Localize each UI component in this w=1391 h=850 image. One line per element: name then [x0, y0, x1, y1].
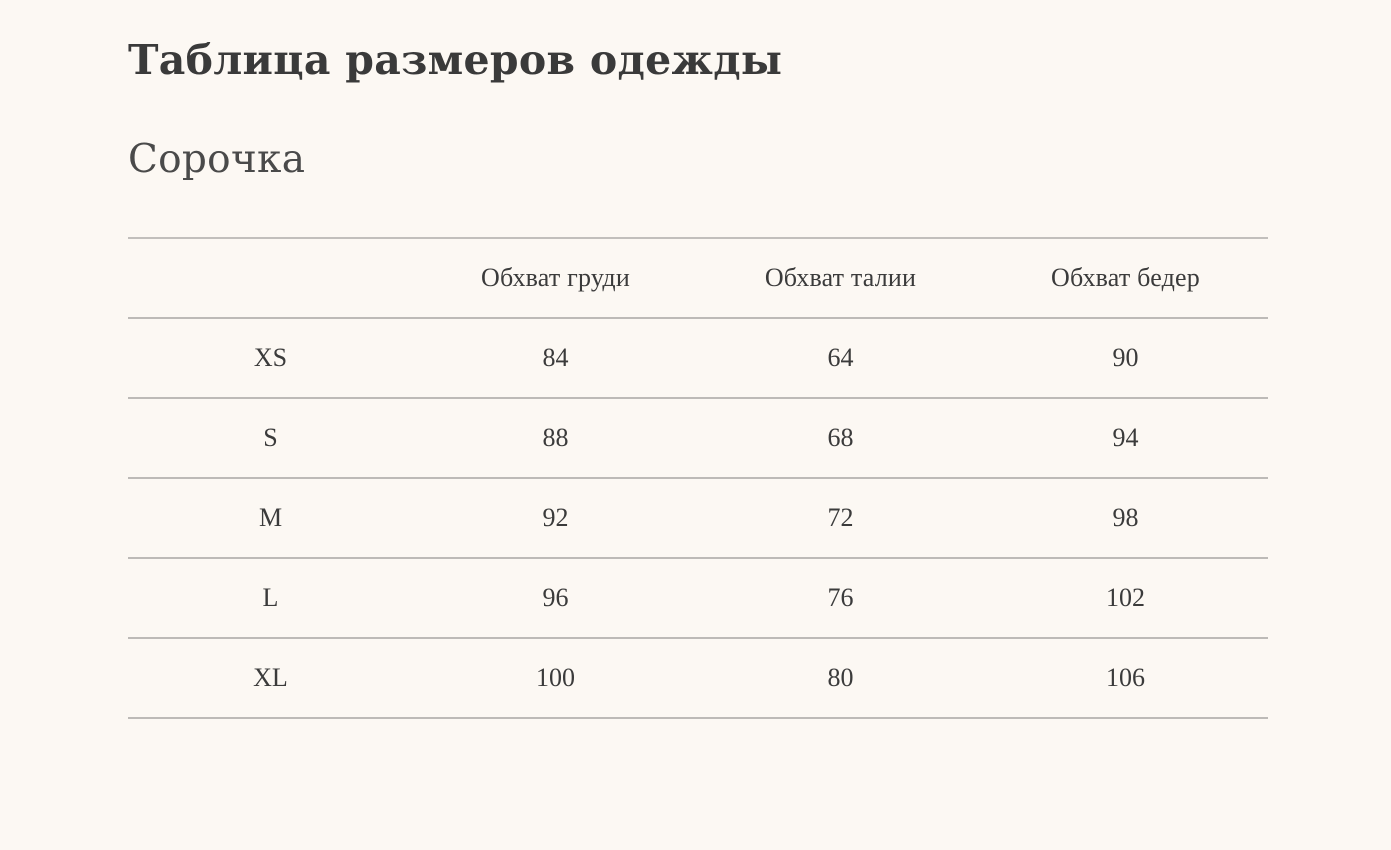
size-label-cell: M	[128, 478, 413, 560]
header-row: Обхват груди Обхват талии Обхват бедер	[128, 238, 1268, 320]
table-row: XL 100 80 106	[128, 638, 1268, 720]
measurement-cell: 98	[983, 478, 1268, 560]
size-label-cell: XS	[128, 318, 413, 400]
size-table-header: Обхват груди Обхват талии Обхват бедер	[128, 238, 1268, 320]
measurement-cell: 76	[698, 558, 983, 640]
measurement-cell: 72	[698, 478, 983, 560]
measure-column-header: Обхват груди	[413, 238, 698, 320]
table-row: S 88 68 94	[128, 398, 1268, 480]
measurement-cell: 100	[413, 638, 698, 720]
size-label-cell: S	[128, 398, 413, 480]
size-table-body: XS 84 64 90 S 88 68 94 M 92 72 98 L 96 76 102 XL 100 80 106	[128, 318, 1268, 720]
size-column-header	[128, 238, 413, 320]
measurement-cell: 92	[413, 478, 698, 560]
measure-column-header: Обхват бедер	[983, 238, 1268, 320]
measurement-cell: 84	[413, 318, 698, 400]
size-label-cell: L	[128, 558, 413, 640]
size-chart-section: Таблица размеров одежды Сорочка Обхват г…	[128, 36, 1268, 720]
table-row: L 96 76 102	[128, 558, 1268, 640]
size-table: Обхват груди Обхват талии Обхват бедер XS 8…	[128, 237, 1268, 720]
garment-subtitle: Сорочка	[128, 137, 306, 183]
measurement-cell: 64	[698, 318, 983, 400]
measurement-cell: 96	[413, 558, 698, 640]
table-row: XS 84 64 90	[128, 318, 1268, 400]
measurement-cell: 106	[983, 638, 1268, 720]
measurement-cell: 68	[698, 398, 983, 480]
page-title: Таблица размеров одежды	[128, 36, 783, 84]
measurement-cell: 90	[983, 318, 1268, 400]
table-row: M 92 72 98	[128, 478, 1268, 560]
measurement-cell: 88	[413, 398, 698, 480]
size-label-cell: XL	[128, 638, 413, 720]
measurement-cell: 102	[983, 558, 1268, 640]
measurement-cell: 94	[983, 398, 1268, 480]
measure-column-header: Обхват талии	[698, 238, 983, 320]
measurement-cell: 80	[698, 638, 983, 720]
